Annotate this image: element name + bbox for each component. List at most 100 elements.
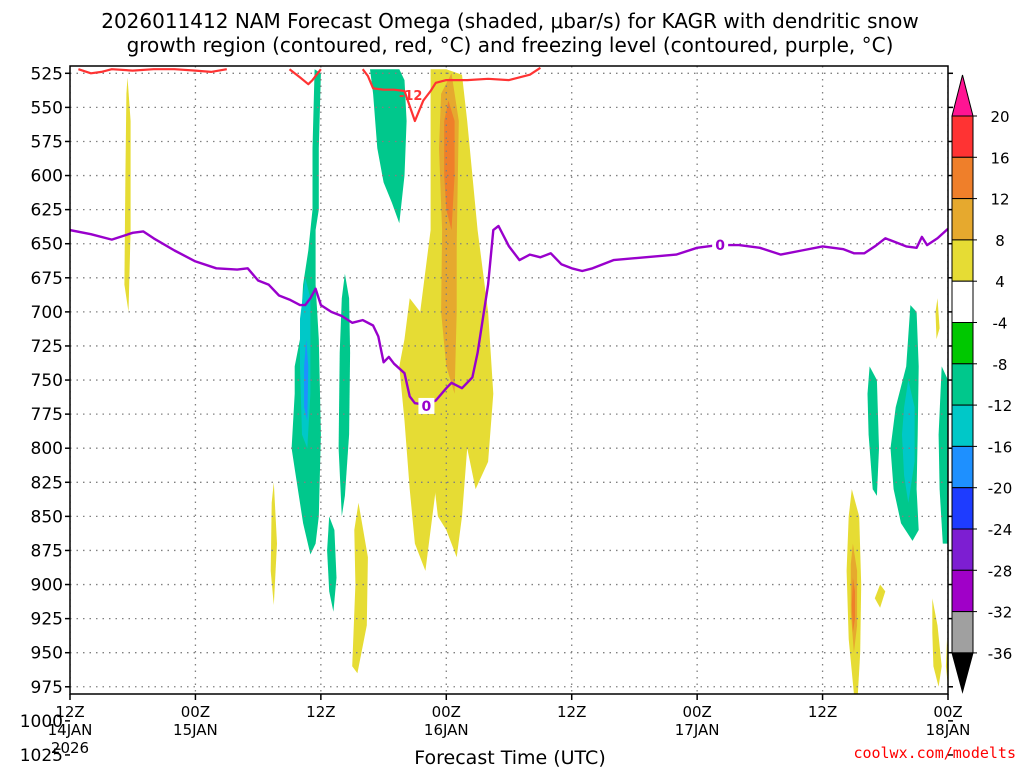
plot-background [70,66,948,694]
x-tick-label-60-1: 17JAN [675,721,720,739]
omega-shading [124,69,948,694]
chart-title: 2026011412 NAM Forecast Omega (shaded, μ… [101,9,919,57]
x-tick-label-60-0: 00Z [682,703,711,721]
y-tick-label-575: 575 [31,132,63,152]
freezing-label-2: 0 [715,238,725,254]
x-tick-label-12-1: 15JAN [173,721,218,739]
y-tick-label-1000: 1000 [20,712,63,732]
x-tick-label-0-0: 12Z [55,703,84,721]
colorbar-bin-1 [951,115,974,158]
x-tick-label-72-0: 12Z [808,703,837,721]
x-tick-label-84-1: 18JAN [926,721,971,739]
colorbar-bin-9 [951,445,974,489]
x-tick-label-0-2: 2026 [51,739,89,757]
omega-region-6 [444,100,455,231]
x-tick-label-24-0: 12Z [306,703,335,721]
y-tick-label-850: 850 [31,507,63,527]
dgz-contour-0 [78,68,227,75]
y-tick-label-625: 625 [31,201,63,221]
y-tick-label-825: 825 [31,473,63,493]
pressure-axis: 525 550 575 600 625 650 675 700 725 750 775 800 825 8… [20,64,953,766]
omega-region-0 [124,77,131,312]
freezing-label-1-bg [418,397,435,414]
x-tick-label-48-0: 12Z [557,703,586,721]
colorbar-bin-5 [951,280,974,324]
colorbar-label-6: -8 [993,356,1008,374]
omega-region-23 [938,366,948,544]
grid-lines [70,66,948,694]
omega-region-4 [420,69,494,558]
omega-region-10 [935,298,940,340]
colorbar-bottom-arrow [951,652,974,694]
colorbar-label-9: -20 [988,480,1013,498]
omega-region-9 [851,577,855,633]
colorbar-bin-12 [951,569,974,613]
omega-region-16 [304,339,309,421]
contours: 0 0 -12 [70,66,948,415]
y-tick-label-1025: 1025 [20,746,63,766]
x-tick-label-0-1: 14JAN [48,721,93,739]
omega-region-22 [902,380,915,503]
colorbar-bin-7 [951,363,974,406]
colorbar-label-8: -16 [988,438,1013,456]
y-tick-label-950: 950 [31,644,63,664]
colorbar-bin-8 [951,404,974,447]
title-line-2: growth region (contoured, red, °C) and f… [127,33,894,57]
x-tick-label-84-0: 00Z [933,703,962,721]
x-tick-label-36-1: 16JAN [424,721,469,739]
x-tick-label-12-0: 00Z [181,703,210,721]
colorbar-bin-2 [951,156,974,200]
y-tick-label-700: 700 [31,303,63,323]
y-tick-label-800: 800 [31,439,63,459]
colorbar-bin-4 [951,239,974,282]
omega-region-17 [338,273,351,517]
colorbar-label-7: -12 [988,397,1013,415]
dgz-contour-1 [288,68,322,86]
colorbar-label-10: -24 [988,521,1013,539]
y-tick-label-725: 725 [31,337,63,357]
credit-text: coolwx.com/modelts [853,744,1016,762]
dgz-label: -12 [399,89,423,104]
colorbar-label-12: -32 [988,604,1013,622]
y-tick-label-875: 875 [31,541,63,561]
freezing-label-2-bg [712,237,729,254]
omega-region-1 [270,482,277,605]
colorbar-top-arrow [951,74,974,117]
colorbar-label-4: 4 [995,273,1005,291]
y-tick-label-925: 925 [31,610,63,630]
freezing-level-contour [70,224,948,406]
colorbar: 20 16 12 8 4 -4 -8 -12 -16 -20 -24 -28 -32 -36 [951,74,1013,694]
y-tick-label-650: 650 [31,235,63,255]
y-tick-label-750: 750 [31,371,63,391]
y-tick-label-900: 900 [31,576,63,596]
colorbar-label-13: -36 [988,645,1013,663]
omega-region-13 [874,584,886,608]
omega-region-20 [867,366,879,496]
freezing-label-1: 0 [422,399,432,415]
colorbar-label-3: 8 [995,232,1005,250]
plot-area: 0 0 -12 [70,66,948,694]
colorbar-label-1: 16 [990,149,1009,167]
colorbar-bin-13 [951,611,974,654]
colorbar-bin-10 [951,487,974,530]
omega-region-11 [932,598,942,687]
colorbar-label-0: 20 [990,108,1009,126]
y-tick-label-975: 975 [31,678,63,698]
dgz-contour-2 [361,66,542,123]
y-tick-label-775: 775 [31,405,63,425]
colorbar-label-5: -4 [993,315,1008,333]
x-axis-label: Forecast Time (UTC) [414,747,605,768]
y-tick-label-600: 600 [31,167,63,187]
x-tick-label-36-0: 00Z [432,703,461,721]
colorbar-bin-6 [951,322,974,365]
y-tick-label-550: 550 [31,98,63,118]
y-tick-label-675: 675 [31,269,63,289]
omega-region-2 [352,502,368,674]
y-tick-label-525: 525 [31,64,63,84]
title-line-1: 2026011412 NAM Forecast Omega (shaded, μ… [101,9,919,33]
colorbar-label-2: 12 [990,191,1009,209]
colorbar-bin-3 [951,198,974,241]
omega-region-18 [327,516,337,612]
